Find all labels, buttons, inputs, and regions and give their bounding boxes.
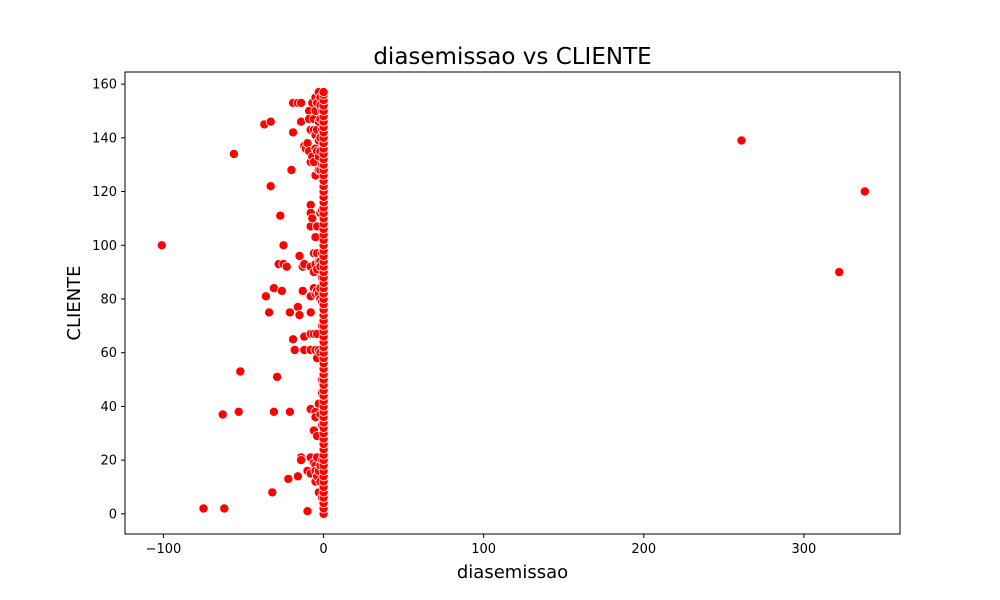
points-layer bbox=[156, 87, 870, 519]
data-point bbox=[288, 127, 299, 138]
data-point bbox=[265, 116, 276, 127]
data-point bbox=[284, 406, 295, 417]
y-tick-label: 20 bbox=[100, 454, 117, 469]
data-point bbox=[297, 285, 308, 296]
y-tick-label: 60 bbox=[100, 346, 117, 361]
data-point bbox=[288, 334, 299, 345]
data-point bbox=[292, 471, 303, 482]
x-axis-title: diasemissao bbox=[457, 562, 568, 583]
data-point bbox=[275, 210, 286, 221]
data-point bbox=[276, 285, 287, 296]
x-tick-label: 200 bbox=[631, 542, 656, 557]
data-point bbox=[235, 366, 246, 377]
data-point bbox=[305, 307, 316, 318]
data-point bbox=[283, 473, 294, 484]
y-tick-label: 0 bbox=[109, 507, 117, 522]
x-tick-label: 100 bbox=[471, 542, 496, 557]
plot-frame bbox=[124, 71, 901, 535]
data-point bbox=[217, 409, 228, 420]
y-axis: 0 20 40 60 80 100 120 140 160 bbox=[92, 78, 125, 522]
data-point bbox=[294, 250, 305, 261]
y-tick-label: 120 bbox=[92, 185, 117, 200]
data-point bbox=[294, 310, 305, 321]
data-point bbox=[278, 240, 289, 251]
data-point bbox=[233, 406, 244, 417]
data-point bbox=[267, 487, 278, 498]
data-point bbox=[219, 503, 230, 514]
data-point bbox=[859, 186, 870, 197]
data-point bbox=[296, 455, 307, 466]
data-point bbox=[260, 291, 271, 302]
y-tick-label: 160 bbox=[92, 78, 117, 93]
data-point bbox=[302, 138, 313, 149]
x-axis: −100 0 100 200 300 bbox=[146, 534, 817, 557]
data-point bbox=[198, 503, 209, 514]
x-tick-label: 0 bbox=[319, 542, 327, 557]
data-point bbox=[318, 87, 329, 98]
data-point bbox=[302, 506, 313, 517]
data-point bbox=[292, 301, 303, 312]
data-point bbox=[286, 164, 297, 175]
y-tick-label: 80 bbox=[100, 292, 117, 307]
data-point bbox=[284, 307, 295, 318]
data-point bbox=[265, 181, 276, 192]
data-point bbox=[834, 267, 845, 278]
data-point bbox=[264, 307, 275, 318]
y-axis-title: CLIENTE bbox=[64, 265, 85, 340]
y-tick-label: 140 bbox=[92, 131, 117, 146]
y-tick-label: 100 bbox=[92, 239, 117, 254]
y-tick-label: 40 bbox=[100, 400, 117, 415]
data-point bbox=[289, 344, 300, 355]
data-point bbox=[296, 97, 307, 108]
data-point bbox=[156, 240, 167, 251]
data-point bbox=[228, 148, 239, 159]
x-tick-label: −100 bbox=[146, 542, 182, 557]
chart-title: diasemissao vs CLIENTE bbox=[373, 44, 651, 70]
data-point bbox=[736, 135, 747, 146]
data-point bbox=[268, 406, 279, 417]
data-point bbox=[307, 213, 318, 224]
data-point bbox=[281, 261, 292, 272]
data-point bbox=[272, 371, 283, 382]
x-tick-label: 300 bbox=[792, 542, 817, 557]
